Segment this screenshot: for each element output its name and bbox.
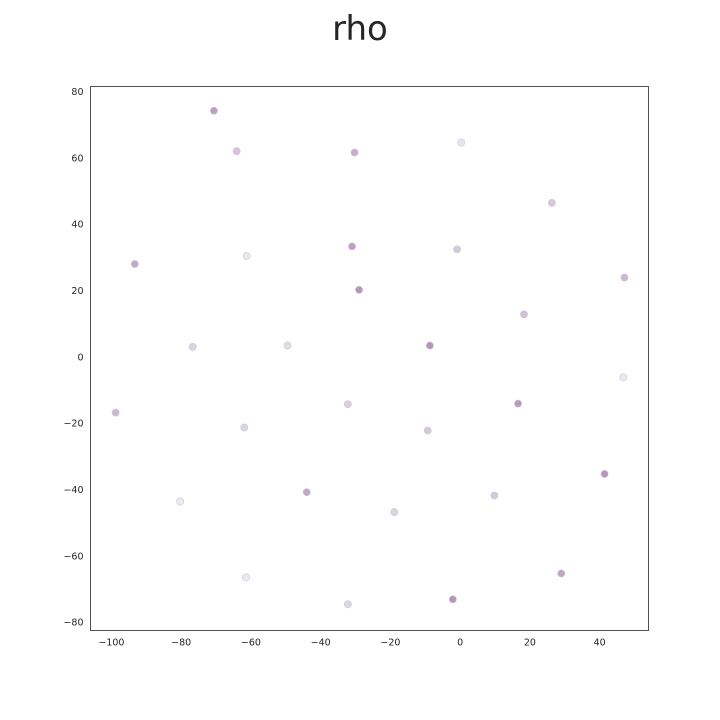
data-point [188, 342, 197, 351]
data-point [600, 470, 609, 478]
x-tick-label: −60 [241, 638, 261, 649]
data-point [210, 106, 218, 115]
data-point [176, 497, 185, 506]
y-tick-label: 80 [71, 87, 83, 98]
y-tick-label: −20 [63, 419, 83, 430]
data-point [423, 426, 432, 435]
data-point [520, 310, 528, 319]
y-tick-label: −80 [63, 618, 83, 629]
data-points [111, 106, 629, 609]
data-point [620, 273, 629, 282]
data-point [111, 408, 120, 417]
data-point [240, 423, 249, 432]
data-point [619, 373, 628, 382]
y-tick-label: 20 [71, 286, 83, 297]
data-point [457, 138, 466, 147]
x-tick-label: −40 [311, 638, 331, 649]
data-point [547, 199, 556, 207]
data-point [514, 399, 522, 408]
data-point [232, 147, 241, 156]
data-point [242, 573, 250, 582]
data-point [283, 341, 292, 350]
x-tick-label: −80 [171, 638, 191, 649]
y-tick-label: 60 [71, 153, 83, 164]
data-point [343, 600, 352, 609]
chart-title: rho [332, 9, 388, 49]
data-point [448, 595, 457, 604]
data-point [348, 242, 356, 251]
data-point [350, 148, 359, 157]
x-tick-label: 20 [524, 638, 536, 649]
x-axis: −100 −80 −60 −40 −20 0 20 40 [98, 638, 605, 649]
data-point [242, 252, 251, 260]
data-point [130, 260, 139, 268]
data-point [557, 569, 566, 578]
data-point [390, 508, 399, 516]
x-tick-label: 0 [457, 638, 463, 649]
data-point [453, 245, 461, 254]
y-tick-label: 0 [77, 352, 83, 363]
y-tick-label: −60 [63, 551, 83, 562]
plot-area [90, 86, 649, 631]
y-axis: −80 −60 −40 −20 0 20 40 60 80 [63, 87, 83, 629]
data-point [490, 491, 499, 500]
x-tick-label: 40 [594, 638, 606, 649]
data-point [425, 341, 434, 350]
data-point [343, 400, 352, 409]
y-tick-label: 40 [71, 220, 83, 231]
x-tick-label: −100 [98, 638, 124, 649]
y-tick-label: −40 [63, 485, 83, 496]
data-point [302, 488, 311, 497]
x-tick-label: −20 [380, 638, 400, 649]
data-point [355, 285, 363, 294]
